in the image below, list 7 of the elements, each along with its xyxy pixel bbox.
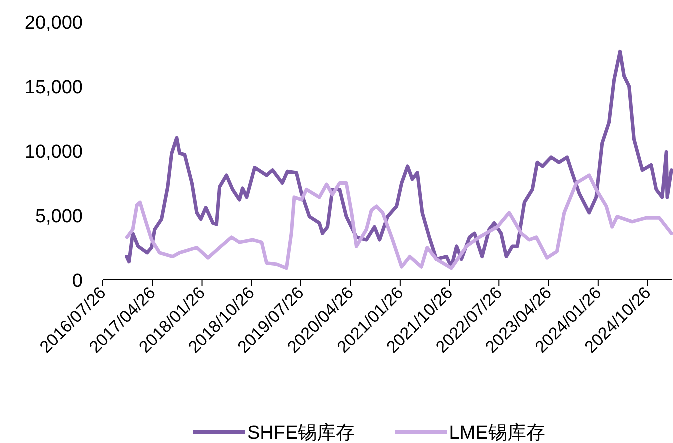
ytick: 15,000 (24, 78, 83, 98)
legend-label: SHFE锡库存 (248, 423, 356, 443)
legend-label: LME锡库存 (449, 423, 546, 443)
ytick: 5,000 (35, 206, 83, 228)
ytick: 20,000 (24, 13, 83, 34)
ytick: 10,000 (24, 142, 83, 163)
ytick: 0 (72, 271, 83, 292)
